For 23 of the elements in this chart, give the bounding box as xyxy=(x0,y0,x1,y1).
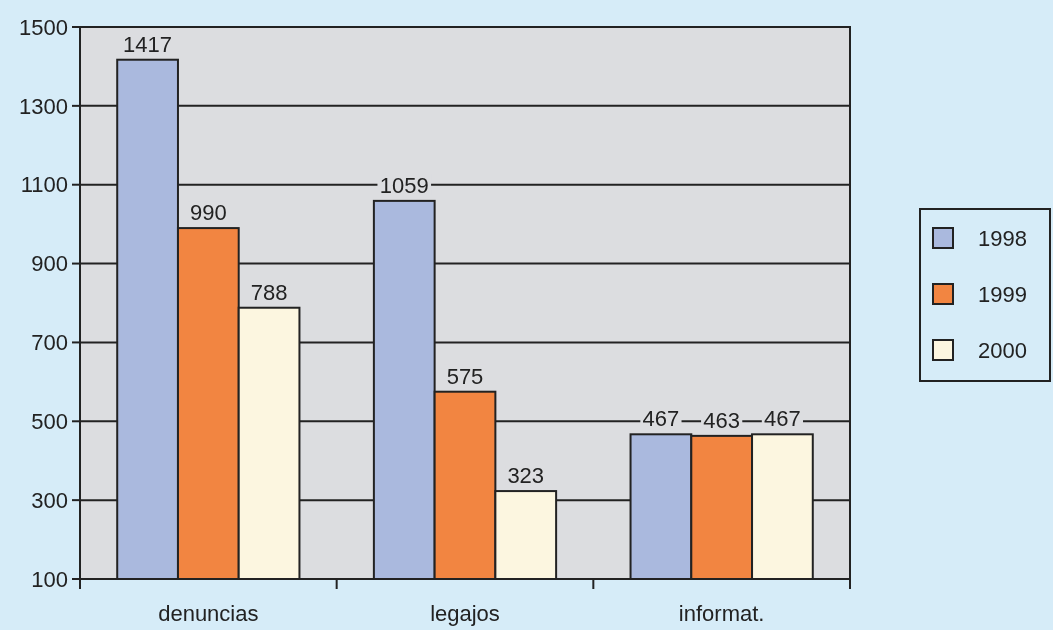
legend-label: 2000 xyxy=(978,337,1027,363)
x-tick-label: denuncias xyxy=(158,601,259,626)
y-tick-label: 900 xyxy=(31,251,68,277)
x-tick-label: legajos xyxy=(430,601,500,626)
y-tick-label: 1300 xyxy=(19,93,68,119)
data-label: 323 xyxy=(507,463,545,489)
data-label: 467 xyxy=(764,406,801,432)
data-label: 467 xyxy=(642,406,680,432)
legend-label: 1999 xyxy=(978,281,1027,307)
legend-label: 1998 xyxy=(978,225,1027,251)
data-label: 990 xyxy=(189,200,227,226)
y-tick-label: 1100 xyxy=(20,172,68,198)
data-label: 788 xyxy=(250,279,288,305)
y-tick-label: 700 xyxy=(31,330,68,356)
x-tick-label: informat. xyxy=(678,601,765,626)
data-label: 463 xyxy=(703,407,741,433)
data-label: 1417 xyxy=(123,31,173,57)
y-tick-label: 1500 xyxy=(19,14,68,40)
y-tick-label: 100 xyxy=(31,566,68,592)
y-tick-label: 500 xyxy=(31,408,68,434)
data-label: 575 xyxy=(446,363,484,389)
y-tick-label: 300 xyxy=(31,487,68,513)
data-label: 1059 xyxy=(379,172,429,198)
